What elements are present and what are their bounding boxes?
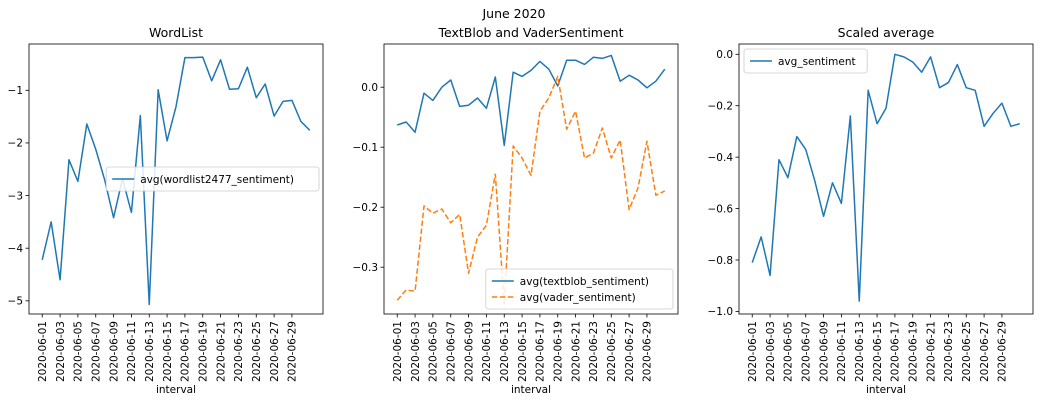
x-tick-label: 2020-06-27 bbox=[624, 321, 636, 382]
chart-title: Scaled average bbox=[838, 25, 935, 40]
x-tick-label: 2020-06-21 bbox=[570, 321, 582, 382]
x-tick-label: 2020-06-23 bbox=[588, 321, 600, 382]
series-line bbox=[396, 75, 666, 306]
x-tick-label: 2020-06-09 bbox=[818, 321, 830, 382]
x-axis-label: interval bbox=[866, 384, 906, 396]
x-tick-label: 2020-06-25 bbox=[961, 321, 973, 382]
plot-frame bbox=[28, 43, 324, 315]
plot-frame bbox=[738, 43, 1034, 315]
figure-suptitle: June 2020 bbox=[481, 6, 545, 21]
x-tick-label: 2020-06-29 bbox=[642, 321, 654, 382]
x-tick-label: 2020-06-15 bbox=[872, 321, 884, 382]
chart-title: TextBlob and VaderSentiment bbox=[438, 25, 624, 40]
x-tick-label: 2020-06-23 bbox=[233, 321, 245, 382]
x-tick-label: 2020-06-05 bbox=[73, 321, 85, 382]
x-tick-label: 2020-06-17 bbox=[890, 321, 902, 382]
y-tick-label: −3 bbox=[8, 190, 23, 202]
x-tick-label: 2020-06-23 bbox=[943, 321, 955, 382]
x-tick-label: 2020-06-01 bbox=[392, 321, 404, 382]
y-tick-label: 0.0 bbox=[716, 49, 733, 61]
legend: avg_sentiment bbox=[743, 48, 868, 74]
x-tick-label: 2020-06-05 bbox=[428, 321, 440, 382]
x-axis-label: interval bbox=[156, 384, 196, 396]
y-tick-label: −0.3 bbox=[353, 262, 379, 274]
x-tick-label: 2020-06-19 bbox=[198, 321, 210, 382]
series-line bbox=[41, 56, 311, 306]
x-tick-label: 2020-06-01 bbox=[747, 321, 759, 382]
x-tick-label: 2020-06-07 bbox=[801, 321, 813, 382]
x-tick-label: 2020-06-13 bbox=[144, 321, 156, 382]
chart-title: WordList bbox=[149, 25, 203, 40]
y-tick-label: 0.0 bbox=[361, 82, 378, 94]
x-tick-label: 2020-06-17 bbox=[535, 321, 547, 382]
x-tick-label: 2020-06-21 bbox=[925, 321, 937, 382]
x-tick-label: 2020-06-21 bbox=[215, 321, 227, 382]
y-tick-label: −2 bbox=[8, 138, 23, 150]
legend-box bbox=[105, 166, 320, 192]
x-tick-label: 2020-06-27 bbox=[269, 321, 281, 382]
chart-wordlist: WordList interval −5 −4 −3 −2 −1 2020-06-01 20… bbox=[8, 25, 324, 396]
x-tick-label: 2020-06-29 bbox=[997, 321, 1009, 382]
x-tick-label: 2020-06-25 bbox=[606, 321, 618, 382]
y-tick-label: −0.1 bbox=[353, 142, 379, 154]
x-tick-label: 2020-06-15 bbox=[517, 321, 529, 382]
x-axis-label: interval bbox=[511, 384, 551, 396]
x-tick-label: 2020-06-01 bbox=[37, 321, 49, 382]
y-tick-label: −0.6 bbox=[708, 203, 734, 215]
y-tick-label: −0.2 bbox=[708, 101, 734, 113]
x-tick-label: 2020-06-13 bbox=[854, 321, 866, 382]
x-tick-label: 2020-06-07 bbox=[91, 321, 103, 382]
series-line bbox=[751, 53, 1020, 302]
y-tick-label: −0.8 bbox=[708, 255, 734, 267]
y-tick-label: −0.4 bbox=[708, 152, 734, 164]
y-tick-label: −0.2 bbox=[353, 202, 379, 214]
x-tick-label: 2020-06-05 bbox=[783, 321, 795, 382]
x-tick-label: 2020-06-27 bbox=[979, 321, 991, 382]
legend-entry: avg(vader_sentiment) bbox=[520, 292, 636, 304]
x-tick-label: 2020-06-19 bbox=[908, 321, 920, 382]
legend-entry: avg(wordlist2477_sentiment) bbox=[140, 174, 294, 186]
plot-frame bbox=[383, 43, 679, 315]
x-tick-label: 2020-06-09 bbox=[108, 321, 120, 382]
x-tick-label: 2020-06-25 bbox=[251, 321, 263, 382]
y-tick-label: −5 bbox=[8, 296, 23, 308]
x-tick-label: 2020-06-19 bbox=[553, 321, 565, 382]
x-tick-label: 2020-06-11 bbox=[836, 321, 848, 382]
y-tick-label: −1.0 bbox=[708, 306, 734, 318]
x-tick-label: 2020-06-29 bbox=[287, 321, 299, 382]
legend-box bbox=[485, 268, 674, 310]
x-tick-label: 2020-06-07 bbox=[446, 321, 458, 382]
series-line bbox=[396, 54, 666, 147]
x-tick-label: 2020-06-09 bbox=[463, 321, 475, 382]
x-tick-label: 2020-06-15 bbox=[162, 321, 174, 382]
y-tick-label: −1 bbox=[8, 85, 23, 97]
y-tick-label: −4 bbox=[8, 243, 24, 255]
x-tick-label: 2020-06-13 bbox=[499, 321, 511, 382]
chart-scaled-average: Scaled average interval −1.0 −0.8 −0.6 −0.4… bbox=[708, 25, 1034, 396]
legend-entry: avg_sentiment bbox=[778, 56, 856, 68]
legend: avg(textblob_sentiment) avg(vader_sentime… bbox=[485, 268, 674, 310]
x-tick-label: 2020-06-03 bbox=[765, 321, 777, 382]
x-tick-label: 2020-06-11 bbox=[481, 321, 493, 382]
legend-entry: avg(textblob_sentiment) bbox=[520, 276, 649, 288]
legend: avg(wordlist2477_sentiment) bbox=[105, 166, 320, 192]
x-tick-label: 2020-06-11 bbox=[126, 321, 138, 382]
x-tick-label: 2020-06-17 bbox=[180, 321, 192, 382]
legend-box bbox=[743, 48, 868, 74]
chart-textblob-vader: TextBlob and VaderSentiment interval −0.… bbox=[353, 25, 679, 396]
x-tick-label: 2020-06-03 bbox=[55, 321, 67, 382]
x-tick-label: 2020-06-03 bbox=[410, 321, 422, 382]
